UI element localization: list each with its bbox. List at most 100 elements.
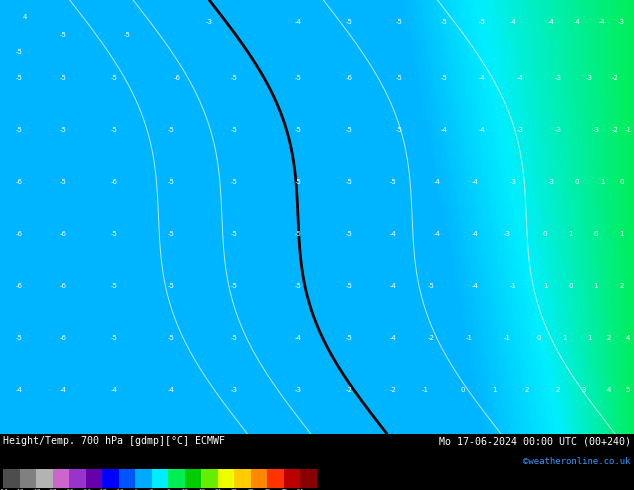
Text: -5: -5 <box>346 19 352 25</box>
Text: -5: -5 <box>231 283 238 289</box>
Bar <box>69 468 86 489</box>
Text: 2: 2 <box>556 387 560 393</box>
Text: 2: 2 <box>524 387 528 393</box>
Text: 0: 0 <box>460 387 465 393</box>
Text: -4: -4 <box>510 19 517 25</box>
Text: -6: -6 <box>15 283 23 289</box>
Text: -3: -3 <box>586 75 593 81</box>
Text: -3: -3 <box>516 127 524 133</box>
Text: -5: -5 <box>168 335 174 341</box>
Text: -6: -6 <box>174 75 181 81</box>
Text: -5: -5 <box>346 231 352 237</box>
Text: -5: -5 <box>295 127 301 133</box>
Text: -5: -5 <box>231 127 238 133</box>
Text: -5: -5 <box>111 75 117 81</box>
Text: -3: -3 <box>231 387 238 393</box>
Text: -3: -3 <box>618 19 625 25</box>
Text: 18: 18 <box>198 489 205 490</box>
Bar <box>235 468 251 489</box>
Text: 54: 54 <box>297 489 304 490</box>
Text: -4: -4 <box>295 19 301 25</box>
Bar <box>251 468 268 489</box>
Text: 1: 1 <box>619 231 624 237</box>
Text: -4: -4 <box>479 75 485 81</box>
Text: -5: -5 <box>231 75 238 81</box>
Text: -1: -1 <box>503 335 511 341</box>
Text: -30: -30 <box>64 489 74 490</box>
Text: -1: -1 <box>465 335 473 341</box>
Bar <box>20 468 36 489</box>
Bar <box>268 468 284 489</box>
Text: -5: -5 <box>346 283 352 289</box>
Text: Mo 17-06-2024 00:00 UTC (00+240): Mo 17-06-2024 00:00 UTC (00+240) <box>439 437 631 446</box>
Bar <box>53 468 69 489</box>
Text: 0: 0 <box>536 335 541 341</box>
Text: -4: -4 <box>441 127 447 133</box>
Text: -5: -5 <box>16 75 22 81</box>
Bar <box>284 468 301 489</box>
Text: -3: -3 <box>294 387 302 393</box>
Text: -6: -6 <box>110 179 118 185</box>
Text: -6: -6 <box>60 283 67 289</box>
Text: -4: -4 <box>434 231 441 237</box>
Text: -6: -6 <box>15 231 23 237</box>
Text: Height/Temp. 700 hPa [gdmp][°C] ECMWF: Height/Temp. 700 hPa [gdmp][°C] ECMWF <box>3 437 225 446</box>
Text: -5: -5 <box>428 283 434 289</box>
Text: -5: -5 <box>231 231 238 237</box>
Text: -6: -6 <box>345 75 353 81</box>
Text: 0: 0 <box>543 231 548 237</box>
Text: -5: -5 <box>60 127 67 133</box>
Text: 0: 0 <box>568 283 573 289</box>
Text: 1: 1 <box>600 179 605 185</box>
Bar <box>152 468 169 489</box>
Bar <box>3 468 20 489</box>
Text: 1: 1 <box>562 335 567 341</box>
Text: -3: -3 <box>548 179 555 185</box>
Text: -6: -6 <box>15 179 23 185</box>
Text: 2: 2 <box>607 335 611 341</box>
Bar <box>86 468 102 489</box>
Text: -5: -5 <box>346 127 352 133</box>
Bar <box>119 468 135 489</box>
Text: -4: -4 <box>111 387 117 393</box>
Text: -4: -4 <box>434 179 441 185</box>
Text: -5: -5 <box>168 127 174 133</box>
Text: -4: -4 <box>599 19 605 25</box>
Text: -5: -5 <box>60 32 67 38</box>
Text: -5: -5 <box>346 335 352 341</box>
Text: 24: 24 <box>214 489 221 490</box>
Text: -2: -2 <box>612 127 618 133</box>
Text: -5: -5 <box>390 179 396 185</box>
Text: -5: -5 <box>231 179 238 185</box>
Bar <box>202 468 218 489</box>
Text: -2: -2 <box>346 387 352 393</box>
Text: -5: -5 <box>396 19 403 25</box>
Bar <box>169 468 185 489</box>
Text: 3: 3 <box>581 387 586 393</box>
Text: -3: -3 <box>510 179 517 185</box>
Text: -4: -4 <box>479 127 485 133</box>
Bar <box>301 468 317 489</box>
Text: -4: -4 <box>390 283 396 289</box>
Text: -5: -5 <box>295 179 301 185</box>
Text: -5: -5 <box>60 75 67 81</box>
Bar <box>36 468 53 489</box>
Text: -5: -5 <box>16 127 22 133</box>
Text: -3: -3 <box>503 231 511 237</box>
Text: -4: -4 <box>472 283 479 289</box>
Text: -5: -5 <box>16 335 22 341</box>
Text: -1: -1 <box>510 283 517 289</box>
Text: -6: -6 <box>132 489 139 490</box>
Text: 1: 1 <box>568 231 573 237</box>
Text: 1: 1 <box>543 283 548 289</box>
Text: -5: -5 <box>441 19 447 25</box>
Text: -5: -5 <box>479 19 485 25</box>
Text: -3: -3 <box>205 19 213 25</box>
Text: 0: 0 <box>574 179 579 185</box>
Bar <box>218 468 235 489</box>
Text: -2: -2 <box>428 335 434 341</box>
Text: 5: 5 <box>626 387 630 393</box>
Text: 4: 4 <box>626 335 630 341</box>
Text: -4: -4 <box>168 387 174 393</box>
Text: -5: -5 <box>168 283 174 289</box>
